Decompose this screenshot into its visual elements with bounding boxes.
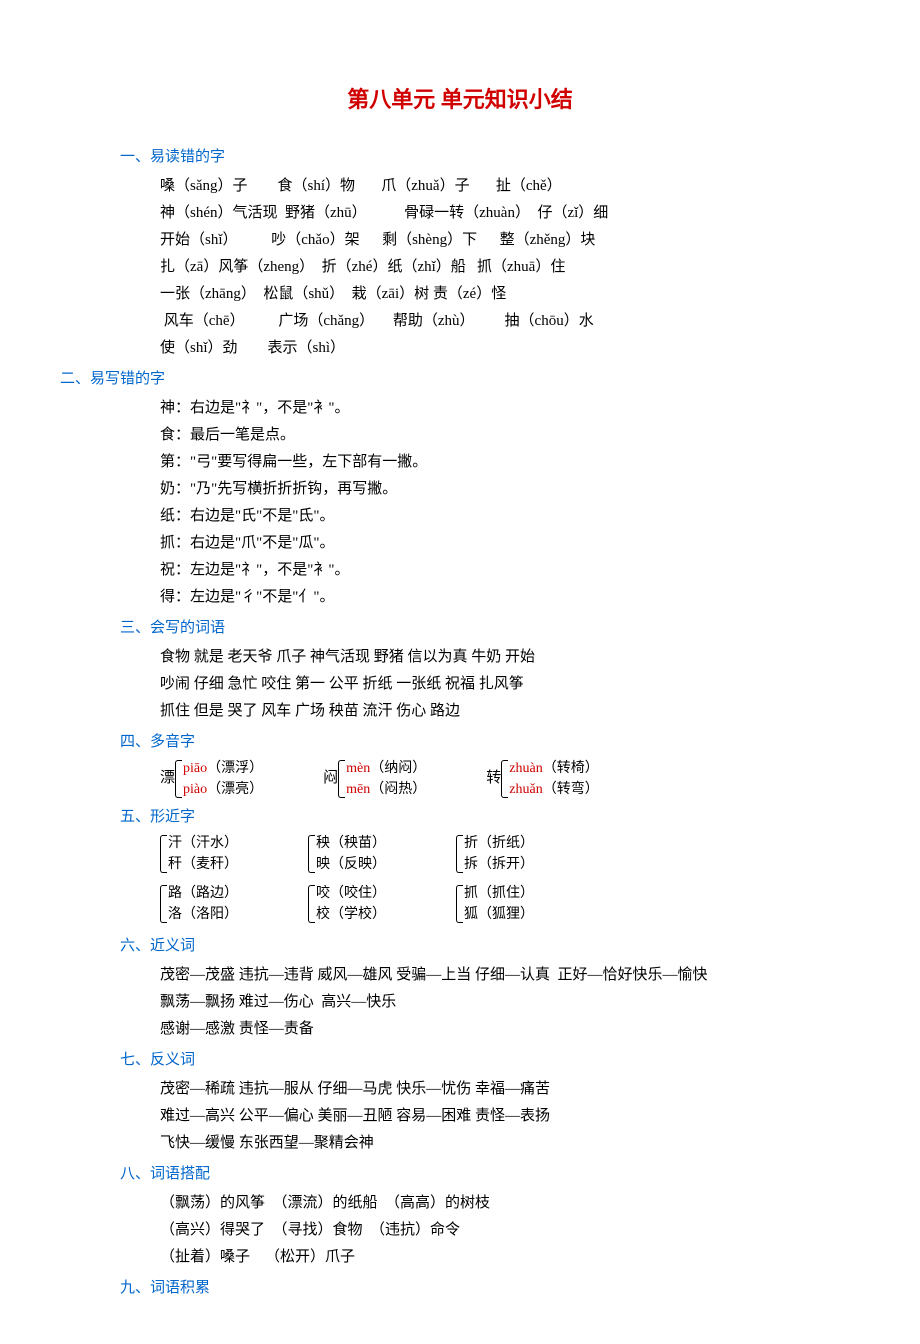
bracket-group: mèn（纳闷） mēn（闷热） [338,758,426,800]
text-line: 神：右边是"礻"，不是"衤"。 [160,395,860,422]
similar-word: 路（路边） [168,883,238,904]
similar-word: 洛（洛阳） [168,904,238,925]
text-line: 奶："乃"先写横折折折钩，再写撇。 [160,476,860,503]
text-line: 第："弓"要写得扁一些，左下部有一撇。 [160,449,860,476]
polyphonic-item: 闷 mèn（纳闷） mēn（闷热） [323,758,426,800]
bracket-group: piāo（漂浮） piào（漂亮） [175,758,263,800]
similar-row: 路（路边） 洛（洛阳） 咬（咬住） 校（学校） 抓（抓住） 狐（狐狸） [160,883,860,925]
word-text: （闷热） [370,782,426,797]
text-line: 扎（zā）风筝（zheng） 折（zhé）纸（zhǐ）船 抓（zhuā）住 [160,254,860,281]
similar-word: 汗（汗水） [168,833,238,854]
text-line: 感谢—感激 责怪—责备 [160,1016,860,1043]
pinyin-text: zhuàn [509,761,542,776]
word-text: （转弯） [543,782,599,797]
text-line: 抓：右边是"爪"不是"瓜"。 [160,530,860,557]
text-line: 茂密—稀疏 违抗—服从 仔细—马虎 快乐—忧伤 幸福—痛苦 [160,1076,860,1103]
word-text: （漂浮） [207,761,263,776]
text-line: 难过—高兴 公平—偏心 美丽—丑陋 容易—困难 责怪—表扬 [160,1103,860,1130]
text-line: 食：最后一笔是点。 [160,422,860,449]
text-line: 一张（zhāng） 松鼠（shǔ） 栽（zāi）树 责（zé）怪 [160,281,860,308]
pinyin-text: piāo [183,761,207,776]
polyphonic-row: 漂 piāo（漂浮） piào（漂亮） 闷 mèn（纳闷） mēn（闷热） 转 … [160,758,860,800]
similar-word: 映（反映） [316,854,386,875]
text-line: （高兴）得哭了 （寻找）食物 （违抗）命令 [160,1217,860,1244]
section-4-heading: 四、多音字 [120,729,860,756]
similar-row: 汗（汗水） 秆（麦秆） 秧（秧苗） 映（反映） 折（折纸） 拆（拆开） [160,833,860,875]
text-line: 风车（chē） 广场（chǎng） 帮助（zhù） 抽（chōu）水 [160,308,860,335]
text-line: 茂密—茂盛 违抗—违背 威风—雄风 受骗—上当 仔细—认真 正好—恰好快乐—愉快 [160,962,860,989]
pinyin-text: zhuǎn [509,782,542,797]
text-line: 开始（shǐ） 吵（chǎo）架 剩（shèng）下 整（zhěng）块 [160,227,860,254]
polyphonic-item: 转 zhuàn（转椅） zhuǎn（转弯） [486,758,598,800]
pinyin-text: piào [183,782,207,797]
similar-word: 秆（麦秆） [168,854,238,875]
polyphonic-char: 闷 [323,765,338,792]
word-text: （纳闷） [370,761,426,776]
word-text: （漂亮） [207,782,263,797]
word-text: （转椅） [543,761,599,776]
pinyin-text: mèn [346,761,370,776]
similar-word: 秧（秧苗） [316,833,386,854]
text-line: 抓住 但是 哭了 风车 广场 秧苗 流汗 伤心 路边 [160,698,860,725]
bracket-group: 抓（抓住） 狐（狐狸） [456,883,534,925]
text-line: 使（shǐ）劲 表示（shì） [160,335,860,362]
section-5-heading: 五、形近字 [120,804,860,831]
polyphonic-char: 转 [486,765,501,792]
section-1-heading: 一、易读错的字 [120,144,860,171]
similar-word: 抓（抓住） [464,883,534,904]
text-line: 食物 就是 老天爷 爪子 神气活现 野猪 信以为真 牛奶 开始 [160,644,860,671]
section-6-heading: 六、近义词 [120,933,860,960]
text-line: 神（shén）气活现 野猪（zhū） 骨碌一转（zhuàn） 仔（zǐ）细 [160,200,860,227]
section-3-heading: 三、会写的词语 [120,615,860,642]
text-line: 飘荡—飘扬 难过—伤心 高兴—快乐 [160,989,860,1016]
similar-word: 拆（拆开） [464,854,534,875]
bracket-group: zhuàn（转椅） zhuǎn（转弯） [501,758,598,800]
text-line: （扯着）嗓子 （松开）爪子 [160,1244,860,1271]
similar-word: 校（学校） [316,904,386,925]
text-line: 吵闹 仔细 急忙 咬住 第一 公平 折纸 一张纸 祝福 扎风筝 [160,671,860,698]
section-2-heading: 二、易写错的字 [60,366,860,393]
text-line: 纸：右边是"氏"不是"氐"。 [160,503,860,530]
text-line: 嗓（sǎng）子 食（shí）物 爪（zhuǎ）子 扯（chě） [160,173,860,200]
section-7-heading: 七、反义词 [120,1047,860,1074]
bracket-group: 咬（咬住） 校（学校） [308,883,386,925]
text-line: 得：左边是"彳"不是"亻"。 [160,584,860,611]
polyphonic-item: 漂 piāo（漂浮） piào（漂亮） [160,758,263,800]
bracket-group: 汗（汗水） 秆（麦秆） [160,833,238,875]
text-line: （飘荡）的风筝 （漂流）的纸船 （高高）的树枝 [160,1190,860,1217]
bracket-group: 折（折纸） 拆（拆开） [456,833,534,875]
text-line: 祝：左边是"礻"，不是"衤"。 [160,557,860,584]
polyphonic-char: 漂 [160,765,175,792]
pinyin-text: mēn [346,782,370,797]
similar-word: 折（折纸） [464,833,534,854]
similar-word: 咬（咬住） [316,883,386,904]
bracket-group: 秧（秧苗） 映（反映） [308,833,386,875]
similar-word: 狐（狐狸） [464,904,534,925]
document-title: 第八单元 单元知识小结 [60,80,860,120]
section-9-heading: 九、词语积累 [120,1275,860,1302]
bracket-group: 路（路边） 洛（洛阳） [160,883,238,925]
text-line: 飞快—缓慢 东张西望—聚精会神 [160,1130,860,1157]
section-8-heading: 八、词语搭配 [120,1161,860,1188]
